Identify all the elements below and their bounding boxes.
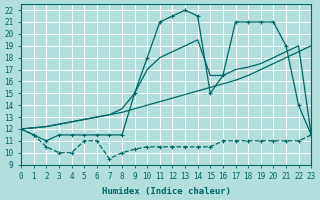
X-axis label: Humidex (Indice chaleur): Humidex (Indice chaleur) [102,187,231,196]
